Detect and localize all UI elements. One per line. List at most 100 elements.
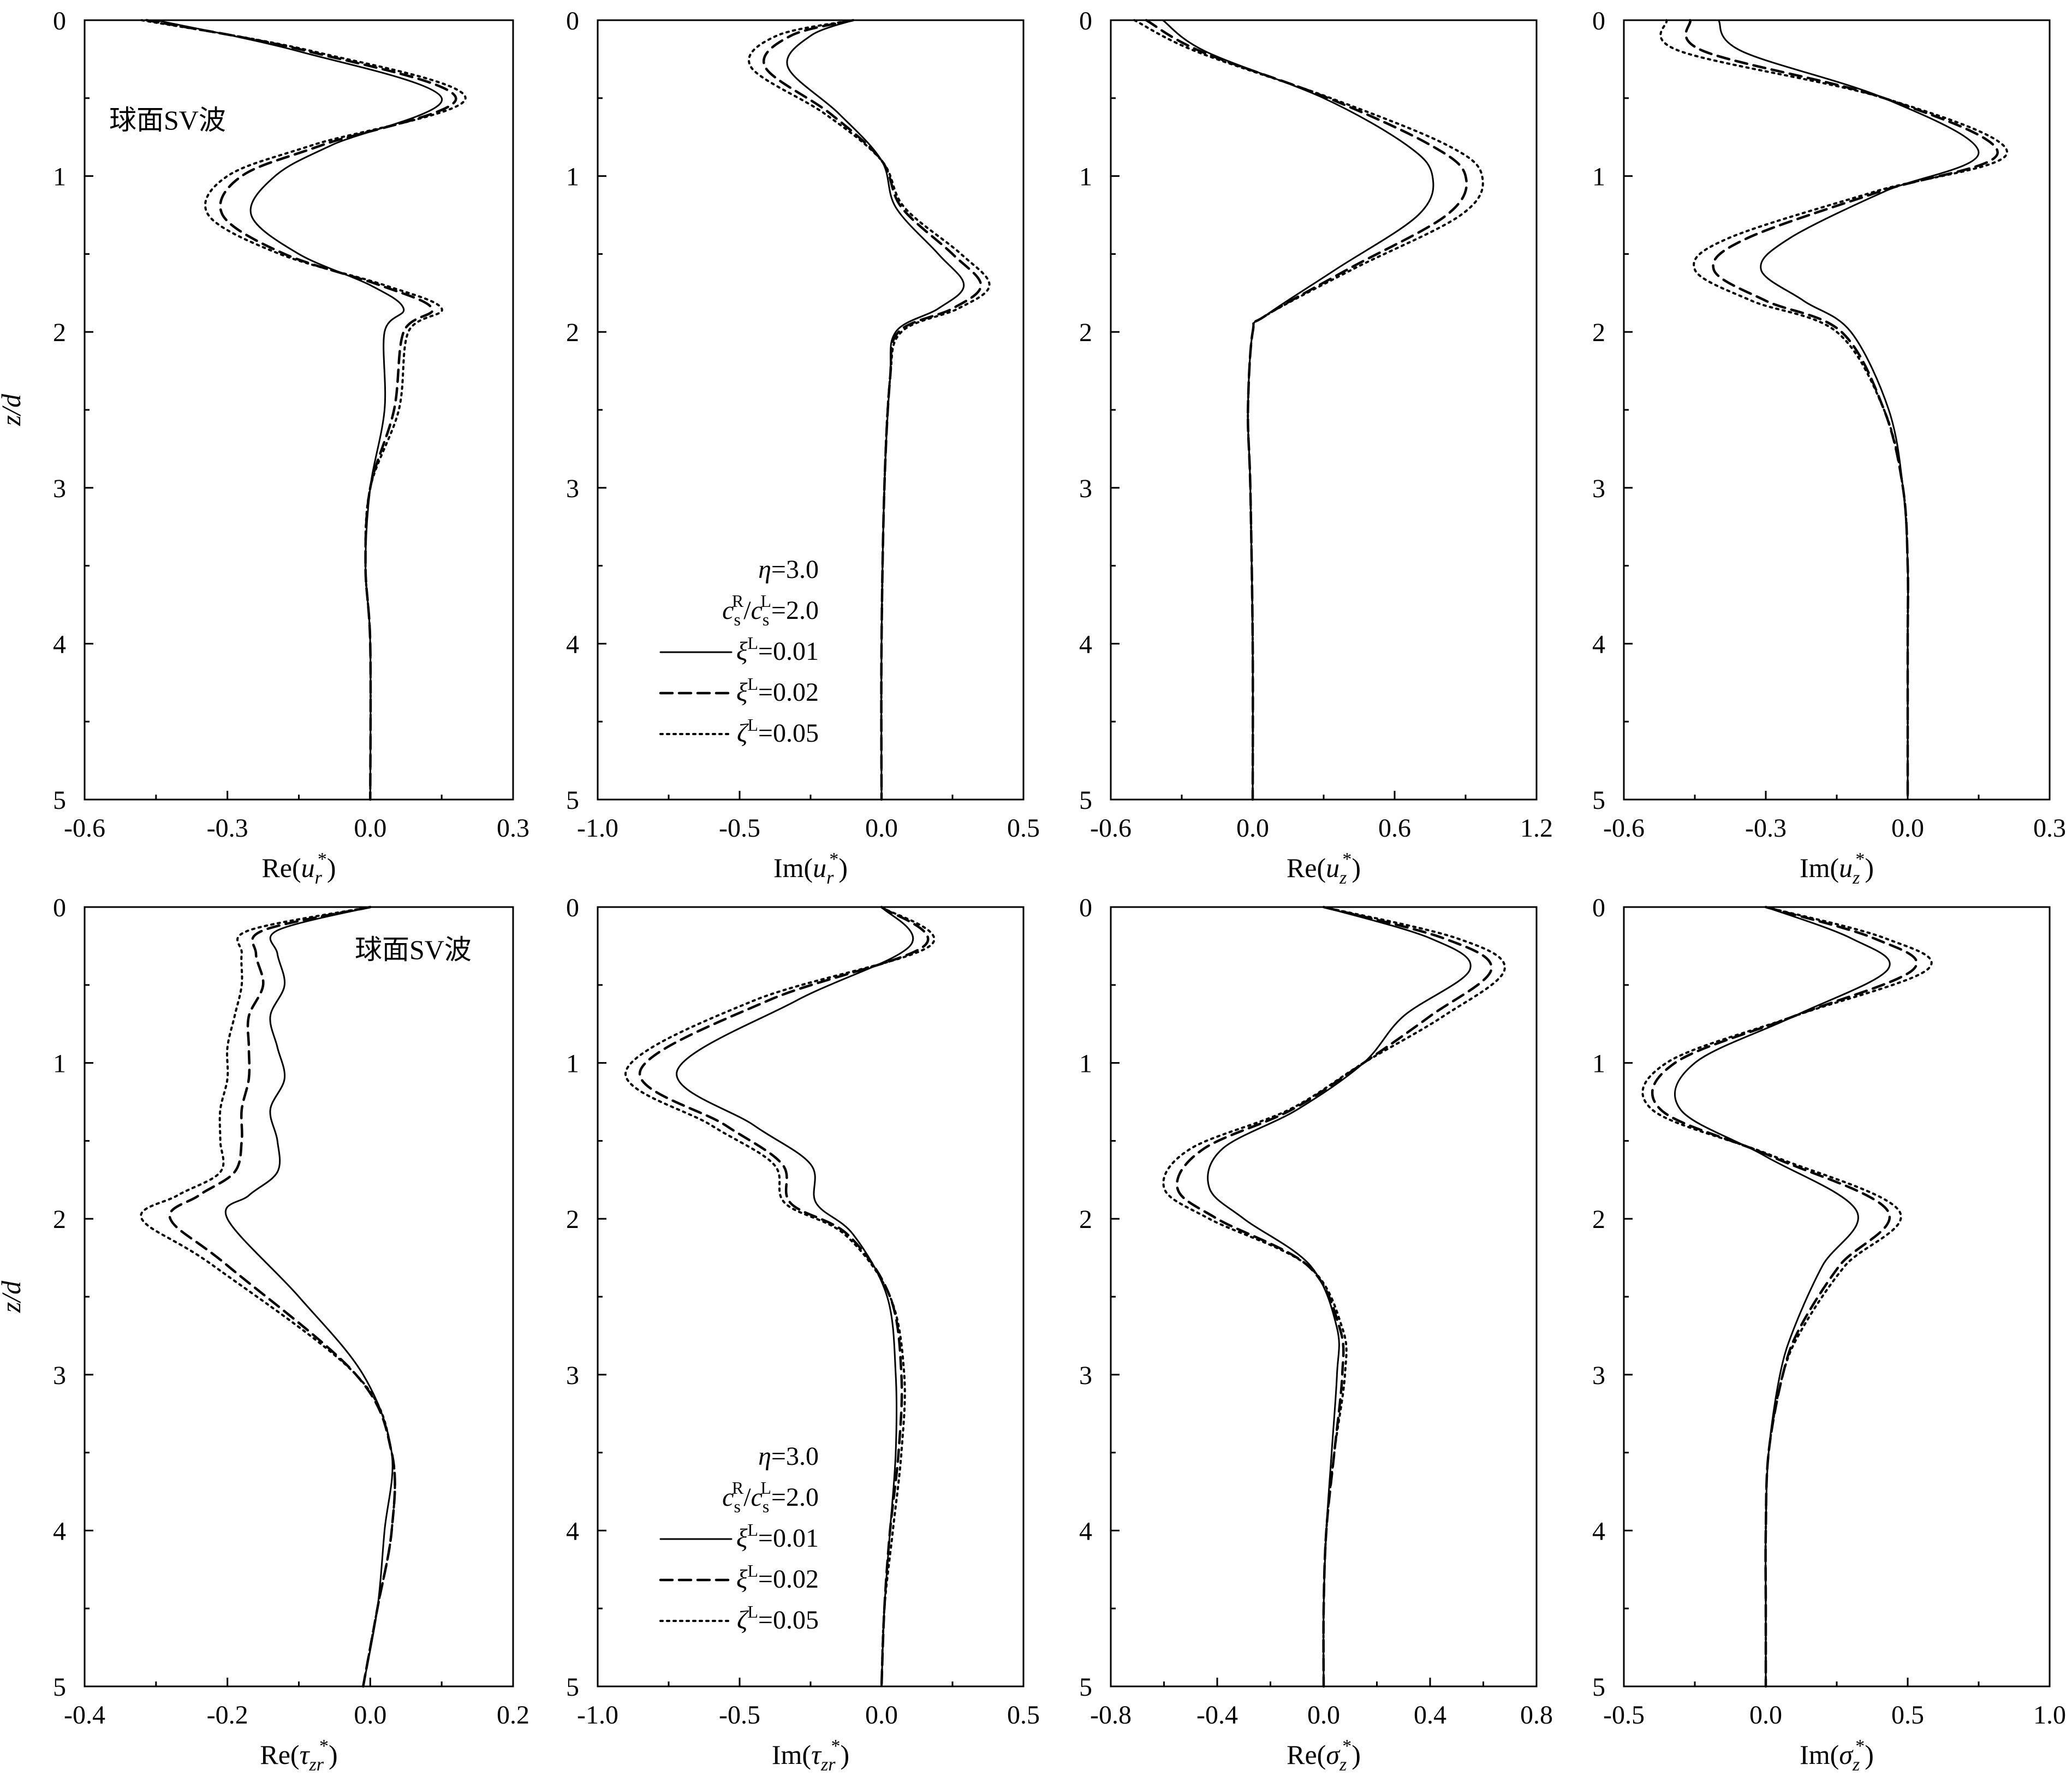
y-tick-label: 2: [1079, 318, 1092, 347]
plot-frame: [1623, 906, 2051, 1687]
series-line-solid: [155, 19, 443, 801]
y-tick-label: 3: [1592, 1361, 1605, 1390]
y-tick-label: 4: [566, 1517, 579, 1546]
y-tick-label: 4: [53, 1517, 66, 1546]
x-tick-label: 0.0: [354, 814, 386, 843]
legend-entry: ξL=0.01: [736, 633, 819, 666]
y-tick-label: 2: [1592, 1205, 1605, 1234]
series-line-dotted: [1162, 906, 1506, 1687]
series-line-dotted: [624, 906, 936, 1687]
x-tick-label: 0.6: [1378, 814, 1411, 843]
y-tick-label: 4: [1592, 1517, 1605, 1546]
y-tick-label: 1: [1592, 163, 1605, 192]
series-line-dashed: [1651, 905, 1918, 1688]
y-tick-label: 2: [53, 318, 66, 347]
legend-entry: η=3.0: [758, 555, 819, 584]
x-tick-label: 0.8: [1520, 1701, 1553, 1730]
y-tick-label: 5: [53, 1673, 66, 1702]
x-tick-label: -0.6: [64, 814, 105, 843]
panel-3: 0 1 2 3 4 5-0.6 0.0 0.6 1.2 Re(uz*): [1079, 7, 1553, 888]
x-tick-label: 0.3: [2033, 814, 2066, 843]
x-tick-label: -0.5: [719, 1701, 760, 1730]
x-tick-label: -0.6: [1603, 814, 1645, 843]
series-line-solid: [1717, 19, 1980, 801]
y-tick-label: 3: [1079, 474, 1092, 503]
legend-entry: ζL=0.05: [737, 1602, 819, 1635]
y-tick-label: 5: [1592, 1673, 1605, 1702]
x-tick-label: 0.5: [1007, 814, 1040, 843]
x-axis-label: Re(τzr*): [260, 1736, 337, 1775]
legend-entry: ξL=0.01: [736, 1520, 819, 1553]
y-tick-label: 3: [1592, 474, 1605, 503]
x-axis-label: Re(σz*): [1287, 1736, 1361, 1775]
y-tick-label: 5: [1592, 786, 1605, 815]
y-tick-label: 0: [566, 893, 579, 922]
y-tick-label: 2: [1592, 318, 1605, 347]
plot-frame: [84, 19, 514, 801]
series-line-dashed: [638, 905, 930, 1688]
y-tick-label: 2: [1079, 1205, 1092, 1234]
series-line-dashed: [1145, 19, 1468, 801]
x-axis-label: Re(ur*): [261, 849, 336, 888]
y-tick-label: 3: [53, 474, 66, 503]
series-line-dashed: [168, 905, 396, 1688]
y-tick-label: 1: [1079, 1049, 1092, 1078]
wave-type-annotation: 球面SV波: [109, 105, 226, 135]
y-axis-label: z/d: [0, 393, 26, 426]
series-line-dashed: [145, 19, 457, 801]
legend: η=3.0 csR/csL=2.0 ξL=0.01 ξL=0.02 ζL=0.05: [659, 555, 819, 748]
x-axis-label: Re(uz*): [1287, 849, 1361, 888]
plot-frame: [1110, 19, 1538, 801]
y-tick-label: 4: [1079, 630, 1092, 659]
panel-8: 0 1 2 3 4 5-0.5 0.0 0.5 1.0 Im(σz*): [1592, 893, 2066, 1775]
x-tick-label: 0.2: [497, 1701, 529, 1730]
series-line-dashed: [763, 19, 983, 801]
legend-entry: csR/csL=2.0: [722, 591, 819, 629]
y-tick-label: 1: [53, 163, 66, 192]
plot-frame: [1623, 19, 2051, 801]
wave-type-annotation: 球面SV波: [355, 934, 472, 965]
y-tick-label: 1: [1079, 163, 1092, 192]
series-line-solid: [1162, 19, 1434, 801]
panel-1: 0 1 2 3 4 5-0.6 -0.3 0.0 0.3 Re(ur*) z/d 球面SV波: [0, 7, 529, 888]
legend-entry: η=3.0: [758, 1442, 819, 1471]
y-tick-label: 0: [1592, 893, 1605, 922]
y-tick-label: 5: [566, 786, 579, 815]
series-line-dashed: [1176, 905, 1493, 1688]
y-tick-label: 5: [1079, 786, 1092, 815]
legend: η=3.0 csR/csL=2.0 ξL=0.01 ξL=0.02 ζL=0.05: [659, 1442, 819, 1635]
y-tick-label: 4: [566, 630, 579, 659]
series-line-dotted: [1133, 19, 1484, 801]
y-tick-label: 4: [1592, 630, 1605, 659]
y-tick-label: 0: [53, 7, 66, 35]
y-tick-label: 5: [1079, 1673, 1092, 1702]
x-tick-label: 0.5: [1891, 1701, 1924, 1730]
panel-6: 0 1 2 3 4 5-1.0 -0.5 0.0 0.5 Im(τzr*) η=3.0 csR/csL…: [566, 893, 1040, 1775]
y-tick-label: 1: [1592, 1049, 1605, 1078]
x-tick-label: -0.8: [1090, 1701, 1132, 1730]
y-tick-label: 4: [53, 630, 66, 659]
x-tick-label: -0.4: [64, 1701, 105, 1730]
series-line-solid: [1674, 906, 1891, 1687]
y-tick-label: 3: [566, 1361, 579, 1390]
x-axis-label: Im(ur*): [773, 849, 848, 888]
x-tick-label: -0.2: [207, 1701, 248, 1730]
y-tick-label: 1: [566, 1049, 579, 1078]
x-tick-label: 0.4: [1414, 1701, 1446, 1730]
x-tick-label: 1.0: [2033, 1701, 2066, 1730]
y-tick-label: 0: [1592, 7, 1605, 35]
series-line-dotted: [1641, 906, 1933, 1687]
legend-entry: csR/csL=2.0: [722, 1478, 819, 1516]
x-axis-label: Im(uz*): [1800, 849, 1874, 888]
y-tick-label: 3: [566, 474, 579, 503]
x-tick-label: 0.5: [1007, 1701, 1040, 1730]
panel-4: 0 1 2 3 4 5-0.6 -0.3 0.0 0.3 Im(uz*): [1592, 7, 2066, 888]
series-line-dotted: [1659, 19, 2008, 801]
y-tick-label: 0: [566, 7, 579, 35]
legend-entry: ξL=0.02: [736, 674, 819, 707]
y-tick-label: 1: [53, 1049, 66, 1078]
y-tick-label: 3: [53, 1361, 66, 1390]
y-tick-label: 1: [566, 163, 579, 192]
y-tick-label: 5: [566, 1673, 579, 1702]
panel-2: 0 1 2 3 4 5-1.0 -0.5 0.0 0.5 Im(ur*) η=3.0 csR/csL=…: [566, 7, 1040, 888]
